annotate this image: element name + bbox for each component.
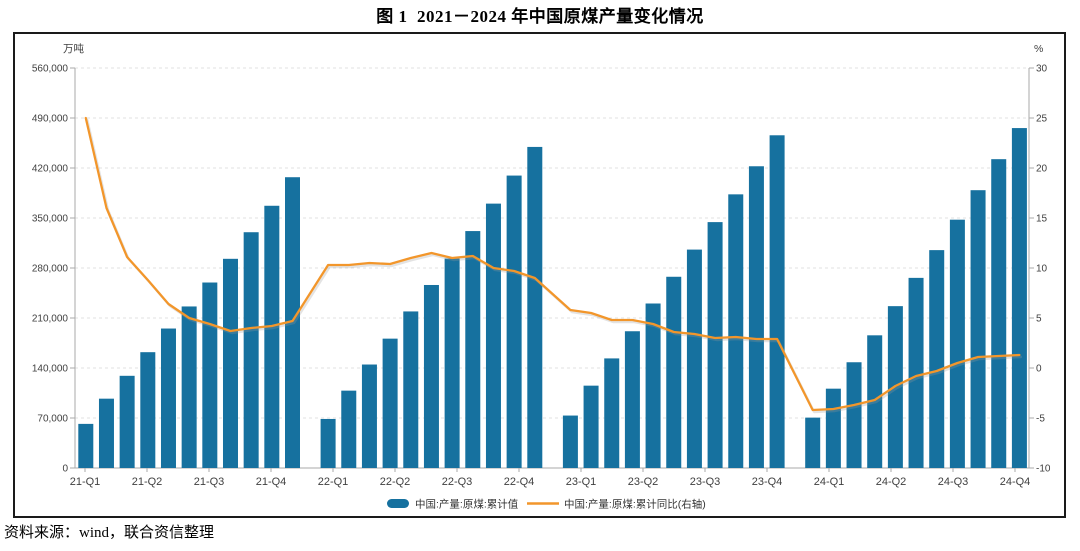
bar — [805, 417, 821, 468]
left-tick-label: 490,000 — [32, 114, 69, 125]
right-tick-label: 25 — [1036, 114, 1048, 125]
left-tick-label: 560,000 — [32, 64, 69, 75]
bar — [666, 276, 682, 468]
bar — [769, 135, 785, 468]
bar — [320, 418, 336, 468]
yoy-line — [84, 116, 1021, 412]
bar — [991, 159, 1007, 468]
right-tick-label: -5 — [1036, 414, 1045, 425]
bar — [382, 338, 398, 468]
x-tick-label: 24-Q3 — [938, 476, 969, 488]
bar — [686, 249, 702, 468]
right-tick-label: 5 — [1036, 314, 1042, 325]
bar — [908, 277, 924, 468]
bar — [78, 423, 94, 468]
right-axis-unit: % — [1034, 43, 1043, 55]
chart-canvas: 0 70,000 140,000 210,000 280,000 350,000 420,0… — [32, 42, 1051, 511]
chart-box: 0 70,000 140,000 210,000 280,000 350,000 420,0… — [13, 32, 1066, 518]
bar — [748, 166, 764, 468]
bar — [867, 335, 883, 468]
x-tick-label: 22-Q1 — [318, 476, 349, 488]
bar — [604, 358, 620, 468]
right-axis-labels: -10 -5 0 5 10 15 20 25 30% — [1029, 43, 1051, 475]
bar — [465, 231, 481, 468]
x-tick-label: 23-Q3 — [690, 476, 721, 488]
bar — [140, 352, 156, 468]
bar — [403, 311, 419, 468]
x-tick-label: 22-Q2 — [380, 476, 411, 488]
x-tick-label: 23-Q1 — [566, 476, 597, 488]
bar — [707, 222, 723, 468]
left-tick-label: 350,000 — [32, 214, 69, 225]
bar — [222, 258, 238, 468]
x-tick-label: 21-Q3 — [194, 476, 225, 488]
left-tick-label: 70,000 — [37, 414, 68, 425]
x-tick-label: 22-Q4 — [504, 476, 535, 488]
bar — [361, 364, 377, 468]
bar — [825, 388, 841, 468]
bar — [970, 190, 986, 469]
right-tick-label: 20 — [1036, 164, 1048, 175]
bar — [562, 415, 578, 468]
bar — [485, 203, 501, 468]
bar — [728, 194, 744, 469]
left-tick-label: 140,000 — [32, 364, 69, 375]
legend-bar-swatch — [387, 499, 409, 508]
x-tick-label: 24-Q4 — [1000, 476, 1031, 488]
bar — [119, 375, 135, 468]
bar — [341, 390, 357, 468]
bar — [98, 398, 114, 468]
bar — [243, 232, 259, 468]
right-tick-label: 10 — [1036, 264, 1048, 275]
legend-line-label: 中国:产量:原煤:累计同比(右轴) — [564, 498, 706, 511]
x-axis-labels: 21-Q1 21-Q2 21-Q3 21-Q4 22-Q1 22-Q2 22-Q3 22-Q4… — [70, 468, 1031, 488]
bar — [645, 303, 661, 468]
left-tick-label: 210,000 — [32, 314, 69, 325]
right-tick-label: 0 — [1036, 364, 1042, 375]
left-axis-unit: 万吨 — [63, 42, 84, 55]
bar — [202, 282, 218, 468]
right-tick-label: 15 — [1036, 214, 1048, 225]
x-tick-label: 23-Q4 — [752, 476, 783, 488]
bar — [624, 331, 640, 468]
x-tick-label: 24-Q2 — [876, 476, 907, 488]
left-tick-label: 0 — [62, 464, 68, 475]
bar — [949, 219, 965, 468]
x-tick-label: 23-Q2 — [628, 476, 659, 488]
bar — [160, 328, 176, 468]
chart-legend: 中国:产量:原煤:累计值 中国:产量:原煤:累计同比(右轴) — [387, 498, 706, 511]
x-tick-label: 21-Q2 — [132, 476, 163, 488]
x-tick-label: 21-Q1 — [70, 476, 101, 488]
bar — [264, 205, 280, 468]
right-tick-label: 30 — [1036, 64, 1048, 75]
bar — [846, 362, 862, 468]
source-note: 资料来源：wind，联合资信整理 — [4, 525, 215, 541]
bars-series — [78, 128, 1027, 469]
right-tick-label: -10 — [1036, 464, 1051, 475]
bar — [181, 306, 197, 468]
bar — [1011, 128, 1027, 469]
x-tick-label: 24-Q1 — [814, 476, 845, 488]
bar — [929, 250, 945, 468]
bar — [527, 146, 543, 468]
bar — [285, 177, 300, 468]
bar — [423, 284, 439, 468]
bar — [506, 175, 522, 469]
gridlines — [75, 67, 1029, 419]
left-tick-label: 420,000 — [32, 164, 69, 175]
bar — [444, 258, 460, 468]
bar — [583, 385, 599, 468]
legend-bar-label: 中国:产量:原煤:累计值 — [415, 498, 519, 511]
x-tick-label: 22-Q3 — [442, 476, 473, 488]
figure-title: 图 1 2021－2024 年中国原煤产量变化情况 — [376, 7, 704, 26]
x-tick-label: 21-Q4 — [256, 476, 287, 488]
left-tick-label: 280,000 — [32, 264, 69, 275]
left-axis-labels: 0 70,000 140,000 210,000 280,000 350,000 420,0… — [32, 42, 85, 475]
